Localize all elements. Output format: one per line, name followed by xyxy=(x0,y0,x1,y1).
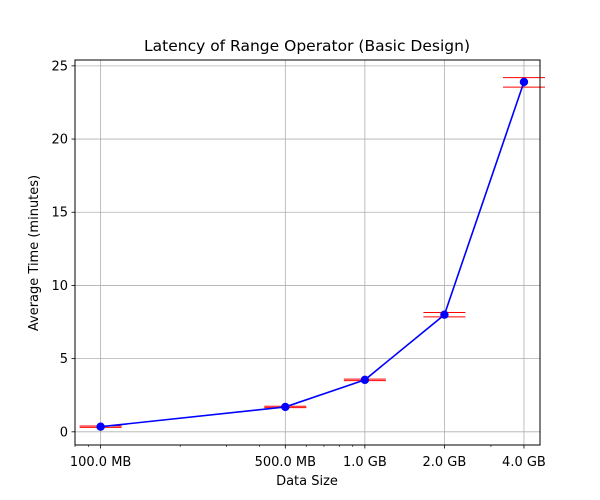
series-markers xyxy=(96,77,529,431)
axis-ticks: 0 5 10 15 20 25 100.0 MB 500.0 MB 1.0 GB 2.0 GB 4.… xyxy=(51,59,545,470)
chart-title: Latency of Range Operator (Basic Design) xyxy=(144,37,470,55)
grid xyxy=(75,60,540,445)
plot-frame xyxy=(74,59,541,446)
x-tick-label: 1.0 GB xyxy=(343,455,387,470)
data-point xyxy=(96,422,105,431)
data-point xyxy=(281,402,290,412)
y-tick-label: 5 xyxy=(60,352,68,367)
x-tick-label: 2.0 GB xyxy=(423,455,467,470)
data-point xyxy=(360,375,370,385)
data-point xyxy=(440,310,449,319)
x-tick-label: 100.0 MB xyxy=(70,455,131,470)
data-point xyxy=(519,77,529,87)
x-axis-label: Data Size xyxy=(276,474,338,489)
x-tick-label: 500.0 MB xyxy=(255,455,316,470)
y-tick-label: 0 xyxy=(60,425,68,440)
y-tick-label: 15 xyxy=(51,206,68,221)
y-tick-label: 20 xyxy=(51,133,68,148)
x-tick-label: 4.0 GB xyxy=(502,455,546,470)
y-axis-label: Average Time (minutes) xyxy=(27,175,42,331)
y-tick-label: 25 xyxy=(51,59,68,74)
y-tick-label: 10 xyxy=(51,279,68,294)
